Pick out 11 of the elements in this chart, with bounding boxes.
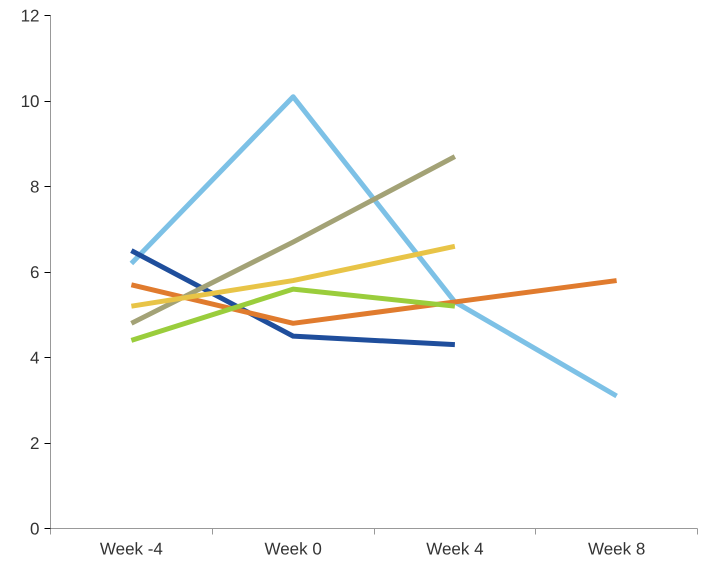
x-tick-label: Week -4 [100,540,163,558]
x-tick-label: Week 0 [264,540,322,558]
y-tick-label: 4 [30,348,40,368]
x-tick-label: Week 8 [588,540,646,558]
y-tick-label: 0 [30,520,40,538]
y-tick-label: 6 [30,263,40,282]
y-tick-label: 2 [30,434,40,453]
y-tick-label: 8 [30,178,40,196]
y-tick-label: 10 [20,92,40,111]
y-tick-label: 12 [20,6,40,26]
x-tick-label: Week 4 [426,540,484,558]
